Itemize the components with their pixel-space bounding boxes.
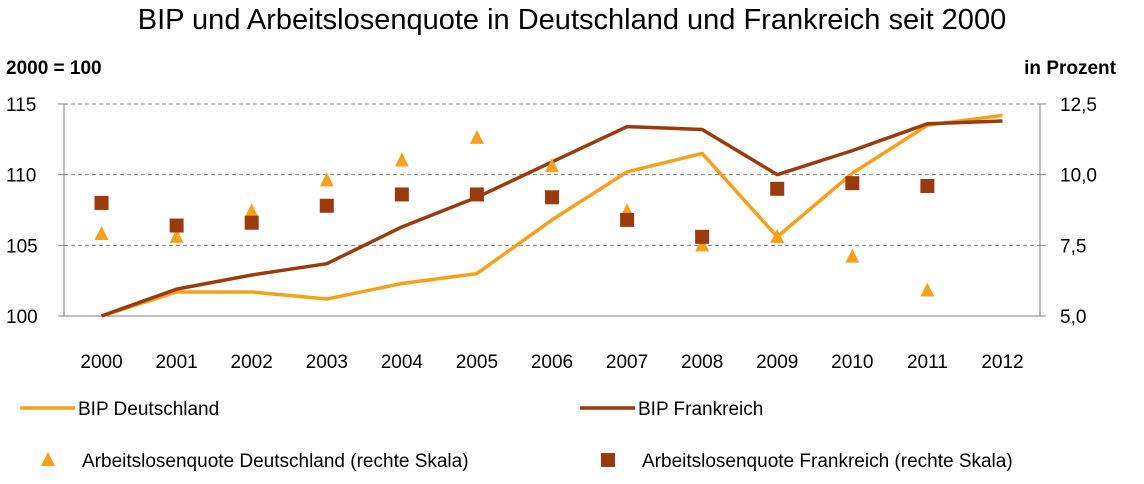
legend: BIP Deutschland BIP Frankreich Arbeitslose…	[20, 399, 1013, 472]
x-tick-label: 2009	[756, 352, 798, 373]
square-marker	[620, 212, 635, 227]
x-tick-label: 2011	[907, 352, 948, 373]
x-tick-label: 2000	[80, 352, 122, 373]
left-tick-label: 115	[6, 95, 36, 116]
gridlines	[64, 103, 1040, 246]
triangle-marker	[845, 248, 860, 263]
square-marker	[394, 187, 409, 202]
square-marker	[319, 198, 334, 213]
right-tick-label: 5,0	[1060, 307, 1086, 328]
triangle-marker	[319, 172, 334, 187]
triangle-marker	[469, 129, 484, 144]
square-marker	[469, 187, 484, 202]
triangle-marker	[169, 228, 184, 243]
right-tick-label: 12,5	[1060, 95, 1097, 116]
triangle-marker	[94, 226, 109, 241]
left-tick-label: 100	[6, 307, 38, 328]
x-tick-label: 2008	[681, 352, 723, 373]
square-marker	[770, 181, 785, 196]
triangle-marker	[244, 203, 259, 218]
series	[94, 113, 1003, 318]
x-tick-label: 2007	[606, 352, 648, 373]
right-axis-unit-label: in Prozent	[1024, 58, 1116, 79]
legend-label: BIP Deutschland	[78, 399, 219, 420]
legend-triangle-swatch	[41, 452, 55, 466]
square-marker	[845, 176, 860, 191]
triangle-marker	[394, 152, 409, 167]
legend-label: Arbeitslosenquote Frankreich (rechte Ska…	[642, 451, 1013, 472]
square-marker	[244, 215, 259, 230]
right-tick-label: 7,5	[1060, 236, 1086, 257]
series-line-0	[101, 113, 1003, 318]
x-tick-label: 2001	[155, 352, 197, 373]
square-marker	[695, 229, 710, 244]
triangle-marker	[545, 158, 559, 173]
x-tick-label: 2002	[231, 352, 273, 373]
triangle-marker	[770, 228, 785, 243]
left-axis-unit-label: 2000 = 100	[6, 58, 102, 79]
square-marker	[94, 195, 109, 210]
square-marker	[920, 178, 935, 193]
triangle-marker	[695, 237, 710, 252]
x-tick-label: 2004	[381, 352, 424, 373]
left-tick-label: 110	[6, 166, 36, 187]
chart-title: BIP und Arbeitslosenquote in Deutschland…	[137, 4, 1007, 36]
axes: 100 5,0 105 7,5 110 10,0 115 12,5 2000 2001 2002 20…	[6, 95, 1097, 373]
legend-square-swatch	[601, 453, 615, 467]
legend-label: BIP Frankreich	[638, 399, 763, 420]
legend-label: Arbeitslosenquote Deutschland (rechte Sk…	[82, 451, 469, 472]
square-marker	[169, 218, 184, 233]
right-tick-label: 10,0	[1060, 166, 1097, 187]
x-tick-label: 2006	[531, 352, 573, 373]
x-tick-label: 2005	[456, 352, 498, 373]
left-tick-label: 105	[6, 236, 38, 257]
square-marker	[545, 190, 559, 205]
triangle-marker	[920, 282, 935, 297]
x-tick-label: 2003	[306, 352, 348, 373]
x-tick-label: 2012	[981, 352, 1023, 373]
x-tick-label: 2010	[831, 352, 873, 373]
